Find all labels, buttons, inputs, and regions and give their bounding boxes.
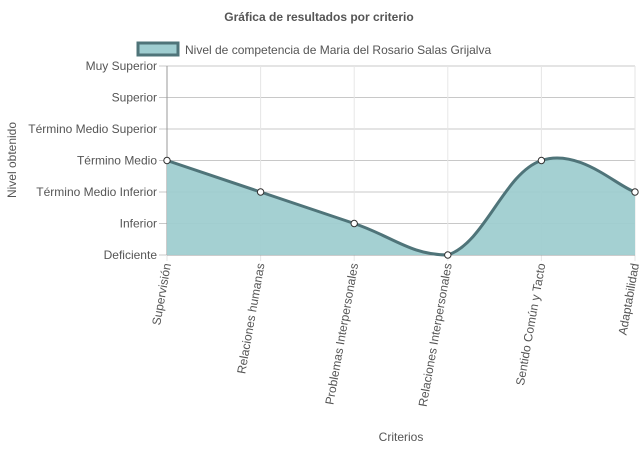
x-tick-label: Supervisión (149, 262, 174, 326)
data-point[interactable] (537, 156, 546, 165)
x-axis-label: Criterios (379, 430, 424, 444)
y-tick-label: Término Medio (77, 154, 157, 168)
data-point[interactable] (444, 251, 452, 259)
chart-title: Gráfica de resultados por criterio (224, 10, 413, 24)
y-tick-label: Superior (112, 91, 157, 105)
data-point[interactable] (631, 188, 639, 196)
y-tick-label: Término Medio Inferior (36, 185, 157, 199)
series-layer (163, 156, 639, 259)
y-tick-label: Deficiente (104, 248, 158, 262)
y-tick-label: Inferior (120, 217, 157, 231)
y-axis-ticks: Deficiente Inferior Término Medio Inferior… (28, 59, 157, 262)
x-tick-label: Adaptabilidad (616, 262, 639, 336)
y-tick-label: Término Medio Superior (28, 122, 157, 136)
data-point[interactable] (350, 219, 358, 228)
x-axis-ticks: Supervisión Relaciones humanas Problemas I… (149, 262, 639, 408)
x-tick-label: Relaciones Interpersonales (416, 262, 455, 408)
y-axis-label: Nivel obtenido (5, 122, 19, 198)
legend-label: Nivel de competencia de Maria del Rosari… (185, 43, 491, 57)
x-tick-label: Relaciones humanas (234, 262, 267, 375)
y-tick-label: Muy Superior (86, 59, 157, 73)
legend[interactable]: Nivel de competencia de Maria del Rosari… (136, 41, 491, 57)
x-tick-label: Sentido Común y Tacto (513, 262, 548, 387)
data-point[interactable] (256, 188, 265, 196)
x-tick-label: Problemas Interpersonales (322, 262, 361, 406)
data-point[interactable] (163, 156, 171, 165)
legend-swatch (136, 41, 180, 57)
series-area (167, 157, 635, 255)
